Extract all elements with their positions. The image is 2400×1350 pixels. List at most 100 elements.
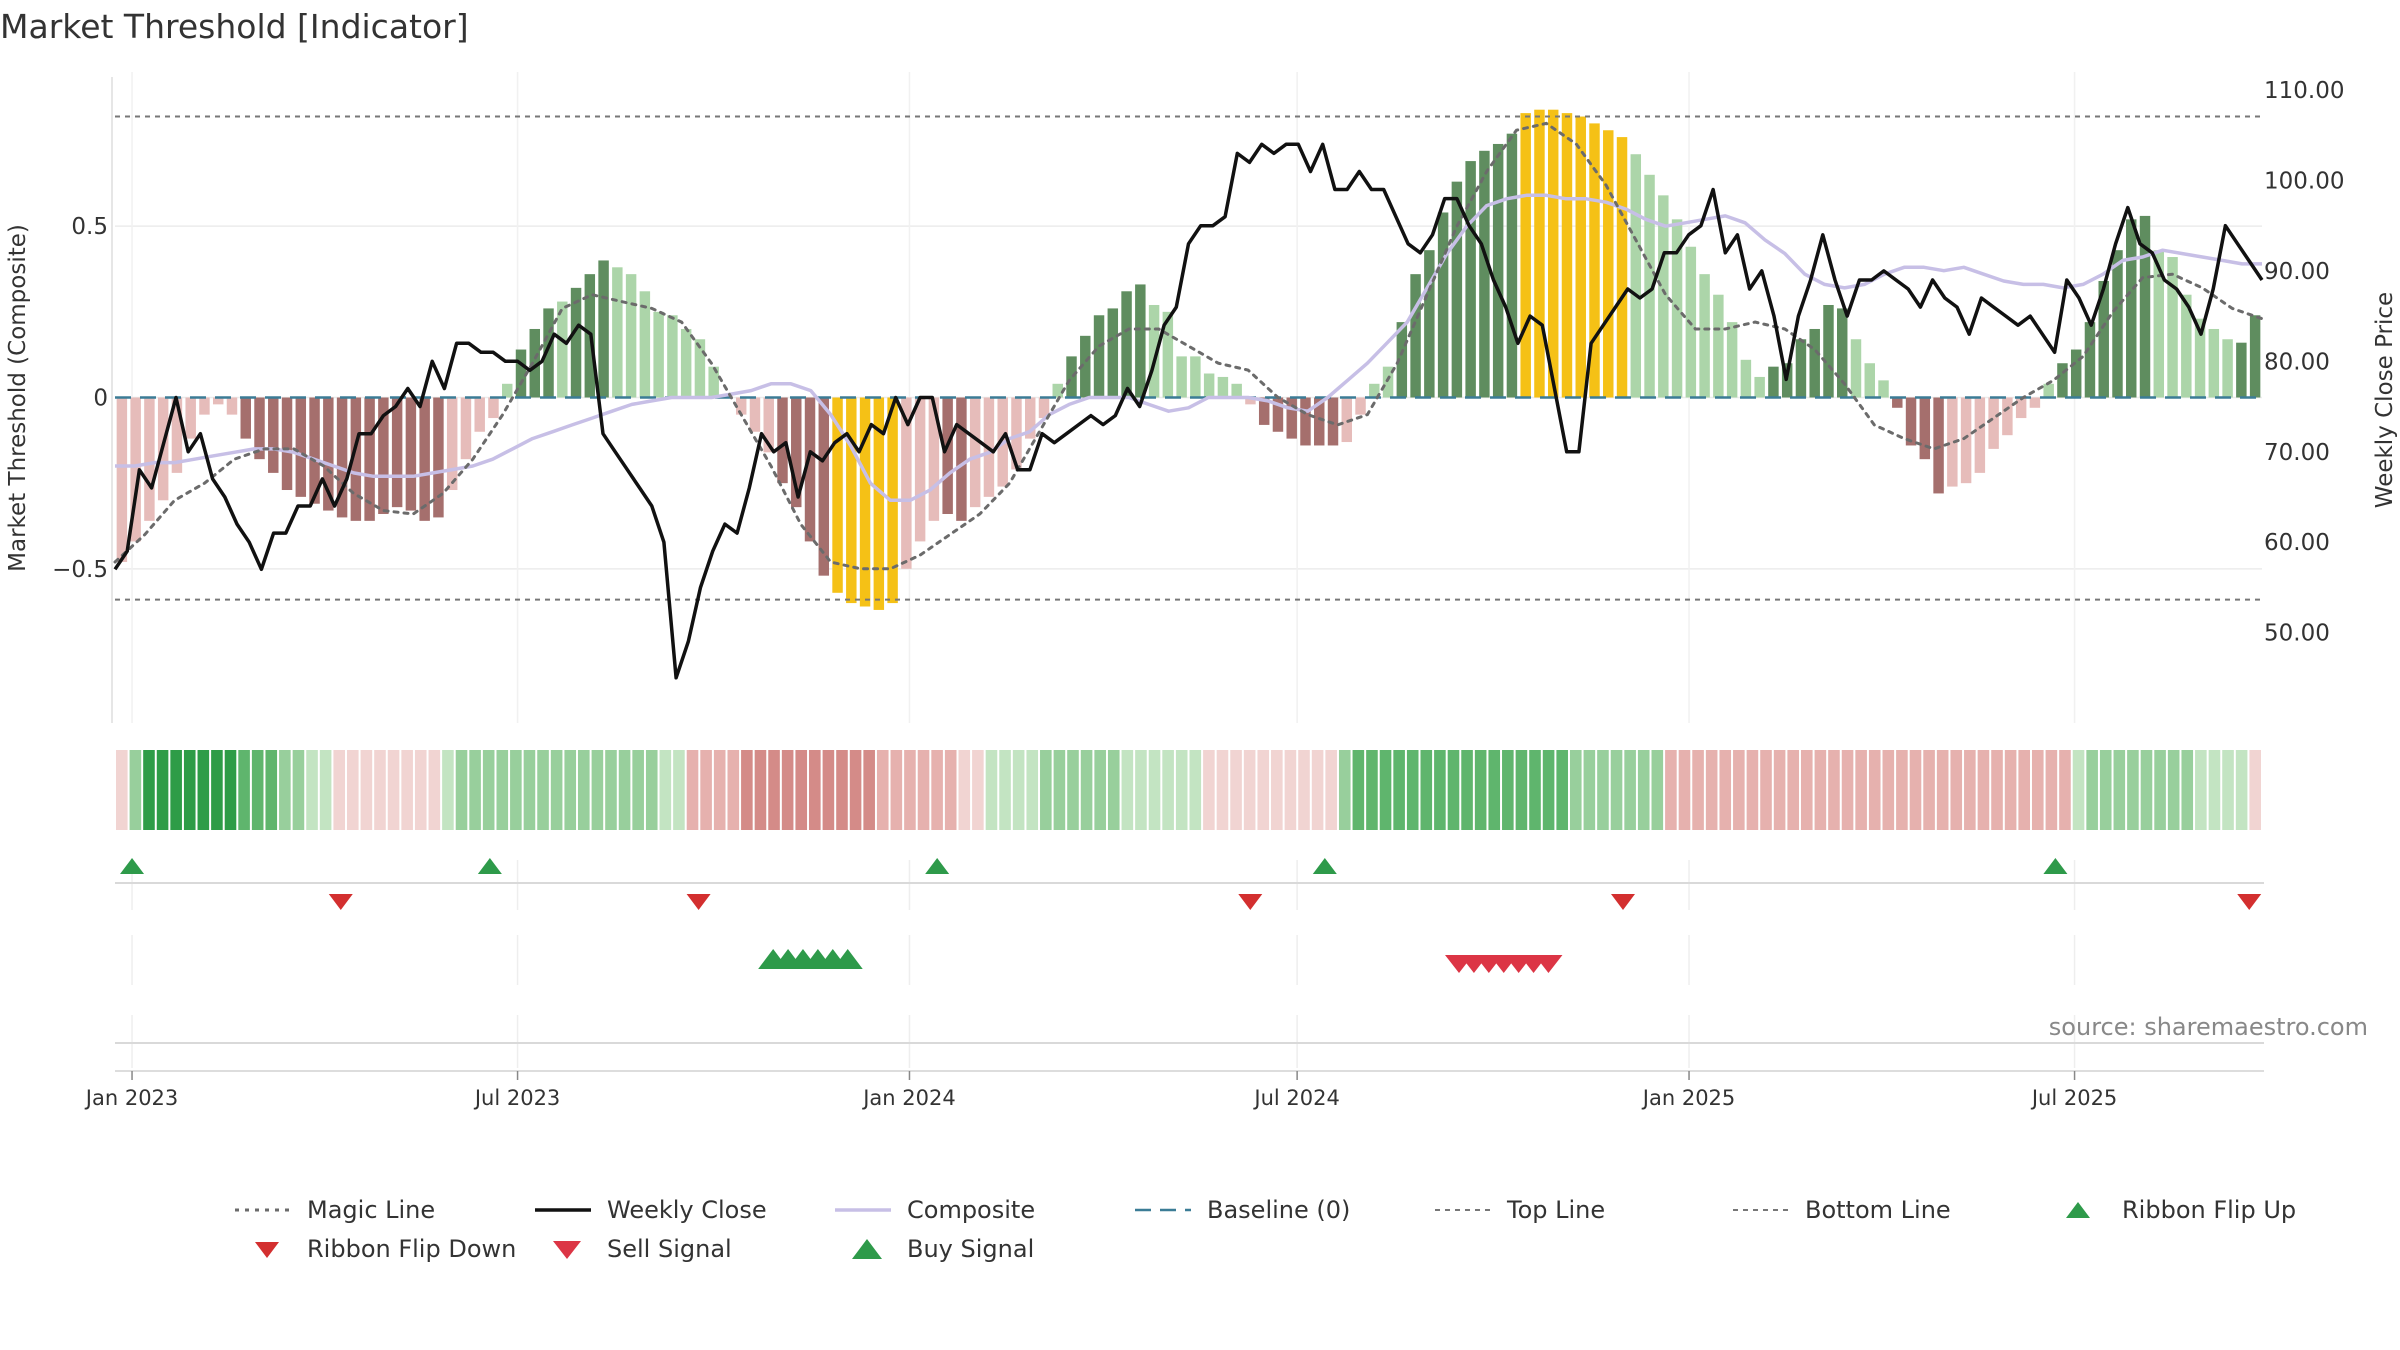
right-axis-title: Weekly Close Price [2372,292,2398,508]
threshold-bar [2153,250,2165,398]
ribbon-cell [1909,750,1922,830]
ribbon-cell [2154,750,2166,830]
threshold-bar [1327,397,1339,446]
ribbon-cell [1855,750,1867,830]
ribbon-cell [944,750,957,830]
ribbon-cell [713,750,726,830]
ribbon-cell [890,750,903,830]
ribbon-cell [645,750,658,830]
ribbon-cell [1828,750,1840,830]
ribbon-cell [1406,750,1419,830]
threshold-bar [433,397,444,518]
threshold-bar [653,311,664,398]
ribbon-cell [1488,750,1501,830]
threshold-bar [1341,397,1353,443]
ribbon-cell [1705,750,1718,830]
threshold-bar [1011,397,1022,470]
ribbon-cell [1216,750,1229,830]
ribbon-cell [2113,750,2126,830]
threshold-bar [1382,366,1394,398]
ribbon-cell [618,750,631,830]
threshold-bar [1768,366,1779,398]
ribbon-cell [238,750,250,830]
ribbon-cell [972,750,984,830]
ribbon-cell [659,750,672,830]
threshold-bar [1437,212,1449,398]
threshold-bar [667,315,678,398]
legend-label: Ribbon Flip Down [307,1235,516,1263]
threshold-bar [1850,339,1862,398]
ribbon-cell [2004,750,2017,830]
threshold-bar [1190,356,1201,398]
ribbon-cell [564,750,577,830]
ribbon-cell [1773,750,1786,830]
buy-signal-marker [832,949,863,969]
threshold-bar [612,267,623,398]
ribbon-cell [578,750,590,830]
legend-label: Top Line [1506,1196,1605,1224]
ribbon-cell [2195,750,2207,830]
ribbon-cell [2018,750,2030,830]
threshold-bar [1933,397,1944,494]
ribbon-cell [768,750,780,830]
ribbon-cell [496,750,509,830]
ribbon-cell [1950,750,1963,830]
threshold-bar [832,397,843,593]
threshold-bar [1713,294,1724,398]
ribbon-cell [1393,750,1405,830]
threshold-bar [1644,174,1655,398]
ribbon-cell [401,750,413,830]
ribbon-cell [1352,750,1365,830]
threshold-bar [116,397,128,562]
threshold-bar [914,397,926,542]
threshold-bar [1960,397,1972,484]
ribbon-cell [183,750,196,830]
threshold-bar [598,260,609,398]
ribbon-cell [686,750,699,830]
ribbon-cell [1637,750,1650,830]
threshold-bar [268,397,279,473]
threshold-bar [254,397,265,460]
ribbon-cell [1298,750,1310,830]
threshold-bar [1231,383,1242,398]
ribbon-cell [2249,750,2261,830]
ribbon-cell [1515,750,1528,830]
legend-swatch [553,1241,581,1259]
threshold-bar [735,397,747,415]
right-tick-label: 60.00 [2264,530,2330,556]
ribbon-cell [1542,750,1555,830]
ribbon-cell [1121,750,1134,830]
threshold-bar [804,397,816,542]
threshold-bar [1809,328,1820,398]
ribbon-cell [1760,750,1772,830]
threshold-bar [1947,397,1958,487]
threshold-bar [1410,274,1421,398]
threshold-bar [1148,304,1160,398]
ribbon-cell [999,750,1011,830]
threshold-bar [1534,109,1545,398]
ribbon-cell [1964,750,1976,830]
threshold-bar [1479,150,1490,398]
threshold-bar [1162,311,1174,398]
ribbon-flip-up-marker [120,858,145,874]
ribbon-flip-panel [115,858,2264,910]
threshold-bar [846,397,857,604]
threshold-bar [1080,335,1091,398]
ribbon-cell [1733,750,1745,830]
main-panel: 0.5 0 −0.5 110.00 100.00 90.00 80.00 70.00 60.00… [5,72,2398,723]
threshold-bar [942,397,953,514]
ribbon-cell [605,750,617,830]
ribbon-cell [931,750,943,830]
ribbon-cell [1868,750,1881,830]
x-tick-label: Jan 2023 [84,1086,179,1110]
ribbon-cell [1338,750,1351,830]
sell-signal-marker [1534,955,1563,973]
ribbon-cell [2167,750,2180,830]
right-tick-label: 50.00 [2264,621,2330,647]
legend-item: Bottom Line [1733,1196,1951,1224]
ribbon-flip-up-marker [2043,858,2068,874]
threshold-bar [1107,308,1119,398]
threshold-bar [2208,328,2220,398]
ribbon-cell [170,750,182,830]
ribbon-cell [1692,750,1704,830]
